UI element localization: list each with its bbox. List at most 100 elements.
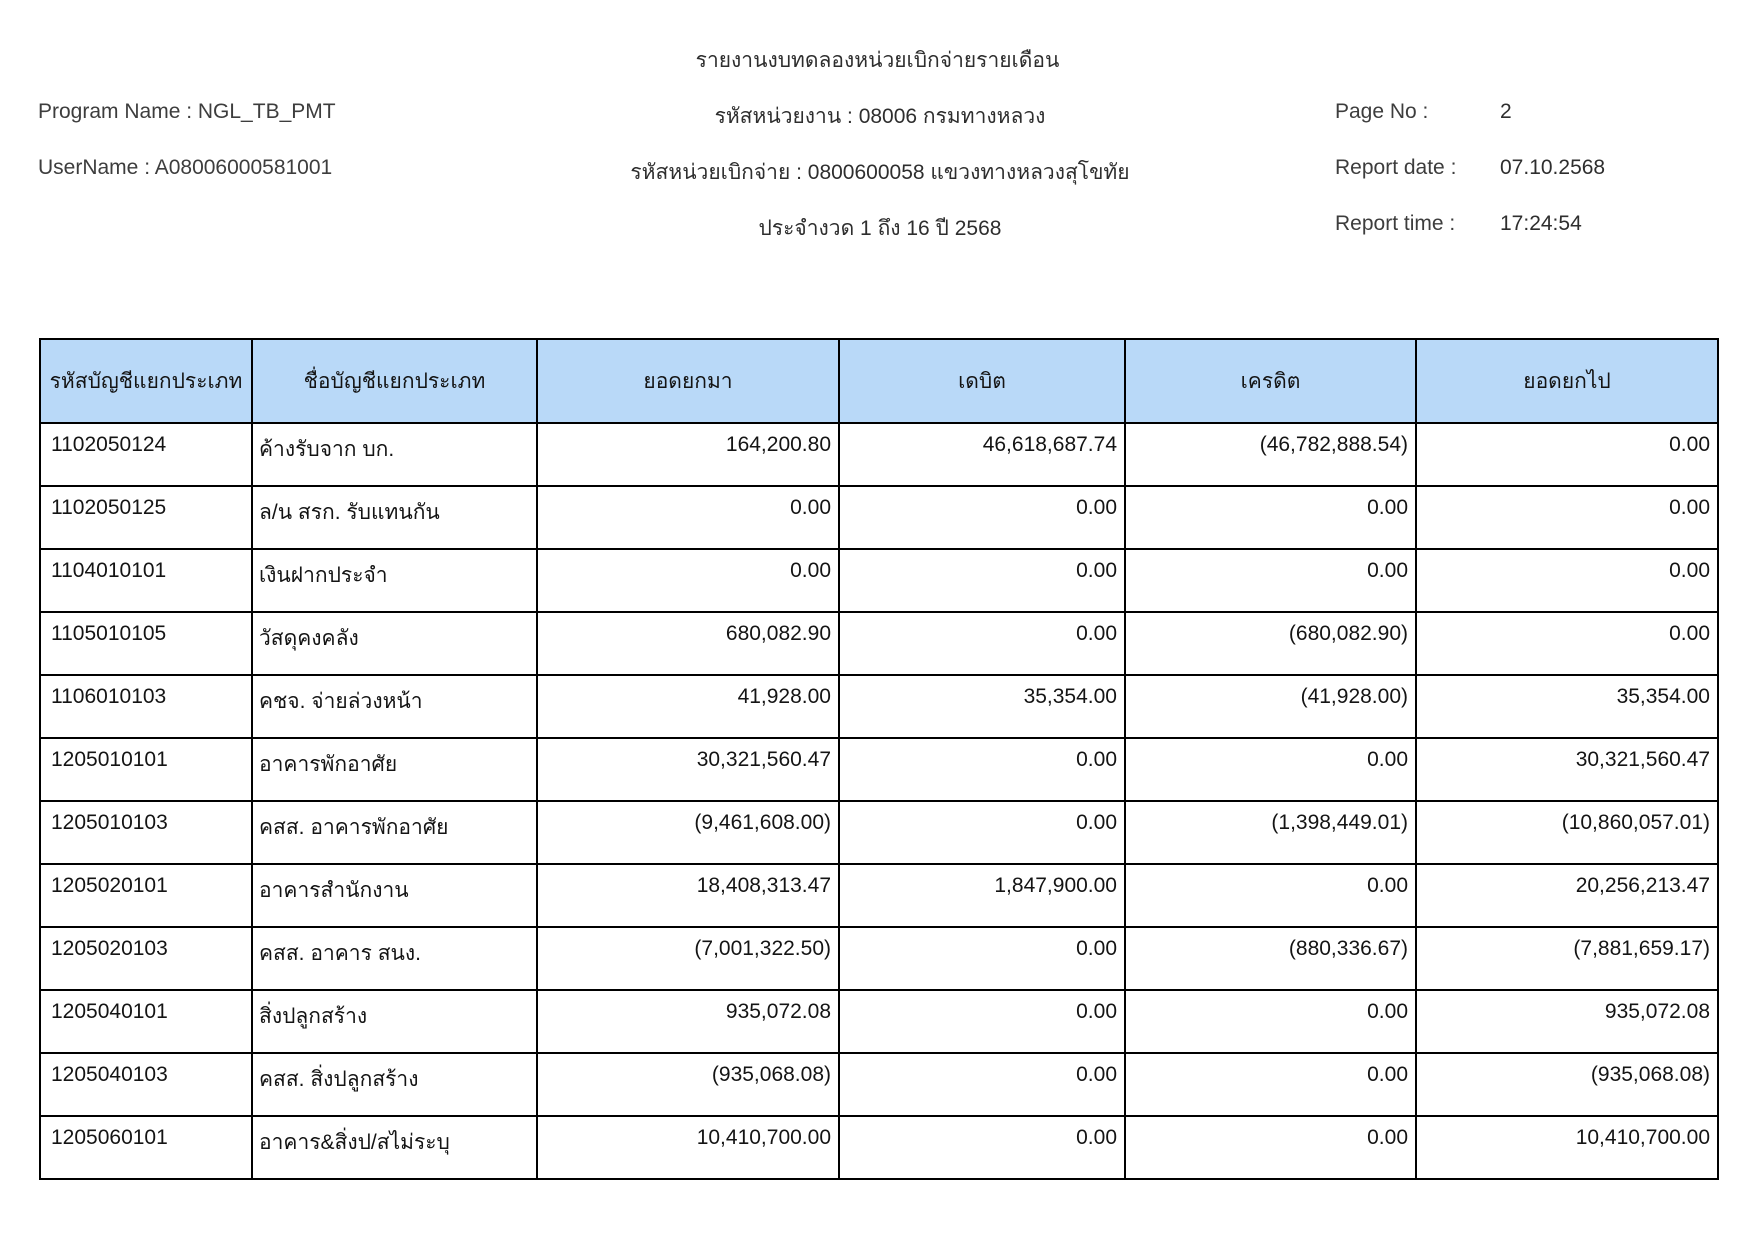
account-code-cell: 1106010103 [39,674,253,739]
col-header-closing-balance: ยอดยกไป [1415,338,1719,424]
page-no-label: Page No : [1335,100,1429,123]
account-code-cell: 1205020101 [39,863,253,928]
opening-balance-cell: 0.00 [536,485,840,550]
opening-balance-cell: 18,408,313.47 [536,863,840,928]
credit-cell: (46,782,888.54) [1124,422,1417,487]
account-code-cell: 1205020103 [39,926,253,991]
agency-code-text: รหัสหน่วยงาน : 08006 กรมทางหลวง [714,105,1046,128]
debit-cell: 0.00 [838,485,1126,550]
account-name-cell: คสส. อาคารพักอาศัย [251,800,538,865]
opening-balance-cell: 41,928.00 [536,674,840,739]
closing-balance-cell: 20,256,213.47 [1415,863,1719,928]
debit-cell: 0.00 [838,1052,1126,1117]
closing-balance-cell: 0.00 [1415,548,1719,613]
account-name-cell: อาคาร&สิ่งป/สไม่ระบุ [251,1115,538,1180]
table-row: 1205020103 คสส. อาคาร สนง. (7,001,322.50) 0… [39,926,1719,991]
report-date-value: 07.10.2568 [1500,156,1606,179]
table-row: 1205020101 อาคารสำนักงาน 18,408,313.47 1,84… [39,863,1719,928]
disburse-unit-text: รหัสหน่วยเบิกจ่าย : 0800600058 แขวงทางหล… [630,161,1130,184]
table-row: 1205010101 อาคารพักอาศัย 30,321,560.47 0.00… [39,737,1719,802]
closing-balance-cell: 10,410,700.00 [1415,1115,1719,1180]
table-row: 1205060101 อาคาร&สิ่งป/สไม่ระบุ 10,410,700… [39,1115,1719,1180]
account-code-cell: 1205010103 [39,800,253,865]
page-no-value: 2 [1500,100,1512,123]
account-code-cell: 1205010101 [39,737,253,802]
debit-cell: 0.00 [838,1115,1126,1180]
table-row: 1102050125 ล/น สรก. รับแทนกัน 0.00 0.00 0.00… [39,485,1719,550]
account-name-cell: คชจ. จ่ายล่วงหน้า [251,674,538,739]
closing-balance-cell: 0.00 [1415,422,1719,487]
account-name-cell: คสส. สิ่งปลูกสร้าง [251,1052,538,1117]
credit-cell: 0.00 [1124,485,1417,550]
program-name-text: Program Name : NGL_TB_PMT [38,100,336,123]
opening-balance-cell: 680,082.90 [536,611,840,676]
table-row: 1205010103 คสส. อาคารพักอาศัย (9,461,608.0… [39,800,1719,865]
username-text: UserName : A08006000581001 [38,156,333,179]
credit-cell: (41,928.00) [1124,674,1417,739]
credit-cell: 0.00 [1124,1115,1417,1180]
report-title: รายงานงบทดลองหน่วยเบิกจ่ายรายเดือน [695,49,1060,72]
debit-cell: 0.00 [838,737,1126,802]
opening-balance-cell: 10,410,700.00 [536,1115,840,1180]
credit-cell: 0.00 [1124,1052,1417,1117]
account-code-cell: 1102050125 [39,485,253,550]
opening-balance-cell: (7,001,322.50) [536,926,840,991]
account-name-cell: ค้างรับจาก บก. [251,422,538,487]
opening-balance-cell: 935,072.08 [536,989,840,1054]
trial-balance-table: รหัสบัญชีแยกประเภท ชื่อบัญชีแยกประเภท ยอ… [39,338,1719,1180]
opening-balance-cell: (9,461,608.00) [536,800,840,865]
debit-cell: 35,354.00 [838,674,1126,739]
table-header-row: รหัสบัญชีแยกประเภท ชื่อบัญชีแยกประเภท ยอ… [39,338,1719,424]
closing-balance-cell: 35,354.00 [1415,674,1719,739]
report-time-value: 17:24:54 [1500,212,1582,235]
opening-balance-cell: (935,068.08) [536,1052,840,1117]
table-row: 1205040103 คสส. สิ่งปลูกสร้าง (935,068.08)… [39,1052,1719,1117]
account-table-body: 1102050124 ค้างรับจาก บก. 164,200.80 46,618… [39,422,1719,1180]
credit-cell: 0.00 [1124,863,1417,928]
col-header-debit: เดบิต [838,338,1126,424]
table-row: 1205040101 สิ่งปลูกสร้าง 935,072.08 0.00 0.0… [39,989,1719,1054]
closing-balance-cell: 935,072.08 [1415,989,1719,1054]
debit-cell: 46,618,687.74 [838,422,1126,487]
opening-balance-cell: 0.00 [536,548,840,613]
account-code-cell: 1105010105 [39,611,253,676]
credit-cell: 0.00 [1124,737,1417,802]
report-time-label: Report time : [1335,212,1456,235]
closing-balance-cell: 0.00 [1415,611,1719,676]
debit-cell: 0.00 [838,548,1126,613]
account-code-cell: 1205060101 [39,1115,253,1180]
table-row: 1106010103 คชจ. จ่ายล่วงหน้า 41,928.00 35,3… [39,674,1719,739]
table-row: 1105010105 วัสดุคงคลัง 680,082.90 0.00 (680,… [39,611,1719,676]
account-name-cell: คสส. อาคาร สนง. [251,926,538,991]
account-name-cell: อาคารพักอาศัย [251,737,538,802]
account-code-cell: 1102050124 [39,422,253,487]
account-name-cell: สิ่งปลูกสร้าง [251,989,538,1054]
debit-cell: 0.00 [838,989,1126,1054]
account-name-cell: เงินฝากประจำ [251,548,538,613]
credit-cell: (880,336.67) [1124,926,1417,991]
credit-cell: (1,398,449.01) [1124,800,1417,865]
opening-balance-cell: 164,200.80 [536,422,840,487]
debit-cell: 0.00 [838,611,1126,676]
col-header-account-code: รหัสบัญชีแยกประเภท [39,338,253,424]
debit-cell: 0.00 [838,800,1126,865]
table-header: รหัสบัญชีแยกประเภท ชื่อบัญชีแยกประเภท ยอ… [39,338,1719,424]
debit-cell: 1,847,900.00 [838,863,1126,928]
closing-balance-cell: (7,881,659.17) [1415,926,1719,991]
closing-balance-cell: (10,860,057.01) [1415,800,1719,865]
account-name-cell: วัสดุคงคลัง [251,611,538,676]
col-header-opening-balance: ยอดยกมา [536,338,840,424]
period-text: ประจำงวด 1 ถึง 16 ปี 2568 [758,217,1002,240]
closing-balance-cell: 30,321,560.47 [1415,737,1719,802]
credit-cell: 0.00 [1124,548,1417,613]
credit-cell: 0.00 [1124,989,1417,1054]
closing-balance-cell: 0.00 [1415,485,1719,550]
account-code-cell: 1205040103 [39,1052,253,1117]
opening-balance-cell: 30,321,560.47 [536,737,840,802]
closing-balance-cell: (935,068.08) [1415,1052,1719,1117]
account-name-cell: อาคารสำนักงาน [251,863,538,928]
account-code-cell: 1205040101 [39,989,253,1054]
debit-cell: 0.00 [838,926,1126,991]
col-header-credit: เครดิต [1124,338,1417,424]
table-row: 1102050124 ค้างรับจาก บก. 164,200.80 46,618… [39,422,1719,487]
